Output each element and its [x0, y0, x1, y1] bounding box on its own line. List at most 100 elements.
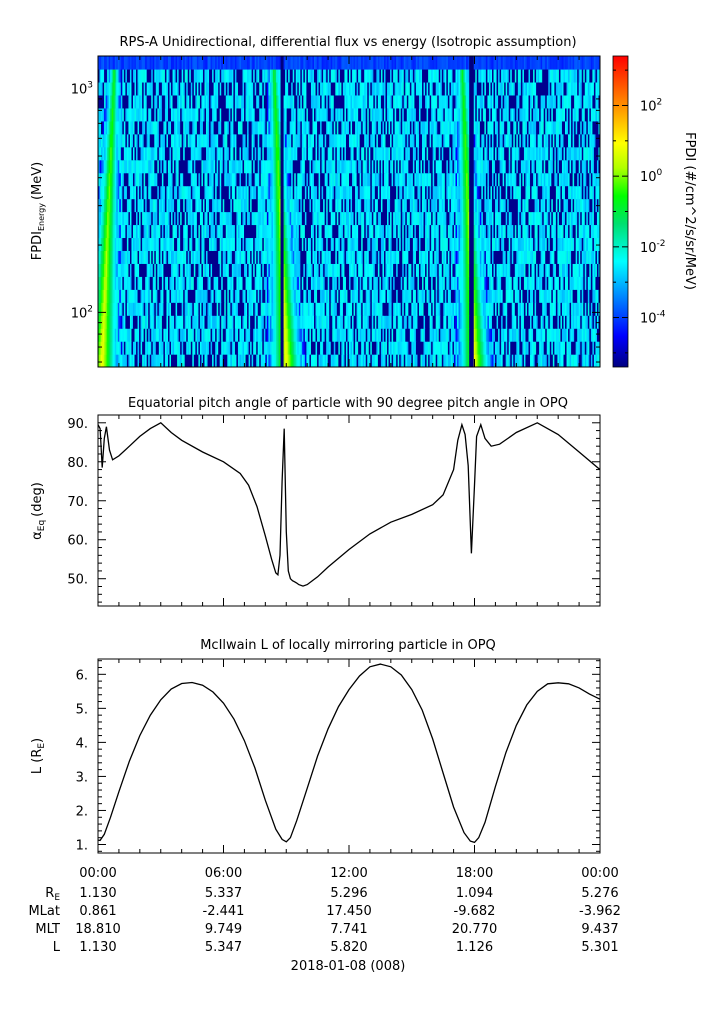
heatmap-cell	[306, 237, 309, 251]
heatmap-cell	[563, 172, 566, 187]
heatmap-cell	[231, 172, 234, 187]
heatmap-cell	[248, 250, 251, 264]
heatmap-cell	[280, 250, 283, 264]
heatmap-cell	[180, 237, 183, 251]
heatmap-cell	[400, 315, 403, 329]
heatmap-cell	[158, 198, 161, 213]
heatmap-cell	[487, 237, 490, 251]
heatmap-cell	[574, 172, 577, 187]
heatmap-cell	[593, 250, 597, 264]
heatmap-cell	[352, 172, 355, 187]
heatmap-cell	[274, 328, 277, 342]
heatmap-cell	[511, 198, 514, 213]
heatmap-cell	[455, 198, 458, 213]
heatmap-cell	[256, 341, 259, 355]
heatmap-cell	[438, 185, 441, 200]
heatmap-cell	[142, 159, 145, 174]
heatmap-cell	[178, 250, 181, 264]
heatmap-cell	[377, 211, 381, 226]
heatmap-cell	[161, 159, 165, 174]
heatmap-cell	[460, 172, 463, 187]
heatmap-cell	[517, 315, 520, 329]
heatmap-cell	[237, 185, 241, 200]
heatmap-cell	[158, 224, 161, 239]
heatmap-cell	[122, 185, 125, 200]
heatmap-cell	[418, 172, 422, 187]
heatmap-cell	[447, 172, 450, 187]
heatmap-cell	[598, 224, 600, 239]
heatmap-cell	[280, 198, 283, 213]
heatmap-cell	[132, 315, 136, 329]
heatmap-cell	[146, 237, 149, 251]
heatmap-cell	[434, 289, 437, 303]
heatmap-cell	[590, 250, 593, 264]
heatmap-cell	[128, 172, 131, 187]
heatmap-cell	[362, 289, 365, 303]
heatmap-cell	[435, 289, 438, 303]
heatmap-cell	[131, 159, 134, 174]
heatmap-cell	[154, 328, 157, 342]
heatmap-cell	[393, 276, 396, 290]
heatmap-cell	[425, 263, 428, 277]
heatmap-cell	[379, 224, 382, 239]
heatmap-cell	[163, 341, 166, 355]
heatmap-cell	[580, 198, 583, 213]
heatmap-cell	[531, 237, 534, 251]
heatmap-cell	[160, 263, 163, 277]
heatmap-cell	[158, 159, 161, 174]
heatmap-cell	[240, 263, 244, 277]
heatmap-cell	[114, 198, 117, 213]
heatmap-cell	[420, 211, 423, 226]
heatmap-cell	[253, 237, 256, 251]
heatmap-cell	[342, 302, 346, 316]
heatmap-cell	[344, 172, 347, 187]
heatmap-cell	[240, 315, 244, 329]
heatmap-cell	[163, 315, 166, 329]
heatmap-cell	[502, 315, 505, 329]
heatmap-cell	[242, 250, 245, 264]
heatmap-cell	[568, 172, 571, 187]
heatmap-cell	[385, 211, 388, 226]
heatmap-cell	[505, 172, 508, 187]
heatmap-cell	[108, 263, 111, 277]
heatmap-cell	[216, 289, 219, 303]
heatmap-cell	[391, 289, 394, 303]
heatmap-cell	[522, 224, 525, 239]
heatmap-cell	[202, 328, 206, 342]
heatmap-cell	[228, 276, 231, 290]
heatmap-cell	[336, 289, 339, 303]
heatmap-cell	[385, 237, 388, 251]
heatmap-cell	[131, 211, 134, 226]
heatmap-cell	[555, 354, 559, 367]
heatmap-cell	[569, 302, 572, 316]
heatmap-cell	[472, 237, 475, 251]
heatmap-cell	[391, 185, 394, 200]
heatmap-cell	[161, 263, 165, 277]
heatmap-cell	[422, 263, 425, 277]
heatmap-cell	[368, 302, 371, 316]
heatmap-cell	[122, 198, 125, 213]
heatmap-cell	[143, 172, 146, 187]
heatmap-cell	[533, 341, 536, 355]
heatmap-cell	[175, 302, 178, 316]
heatmap-cell	[513, 276, 516, 290]
heatmap-cell	[571, 185, 574, 200]
heatmap-cell	[580, 354, 583, 367]
heatmap-cell	[215, 237, 218, 251]
heatmap-cell	[345, 341, 349, 355]
heatmap-cell	[227, 185, 230, 200]
heatmap-cell	[555, 315, 559, 329]
heatmap-cell	[251, 237, 254, 251]
heatmap-cell	[295, 224, 298, 239]
heatmap-cell	[285, 263, 288, 277]
heatmap-cell	[396, 198, 399, 213]
heatmap-cell	[584, 263, 587, 277]
heatmap-cell	[342, 315, 346, 329]
heatmap-cell	[171, 224, 174, 239]
heatmap-cell	[584, 315, 587, 329]
heatmap-cell	[495, 315, 498, 329]
heatmap-cell	[169, 172, 172, 187]
heatmap-cell	[476, 328, 479, 342]
heatmap-cell	[333, 328, 336, 342]
heatmap-cell	[461, 198, 464, 213]
